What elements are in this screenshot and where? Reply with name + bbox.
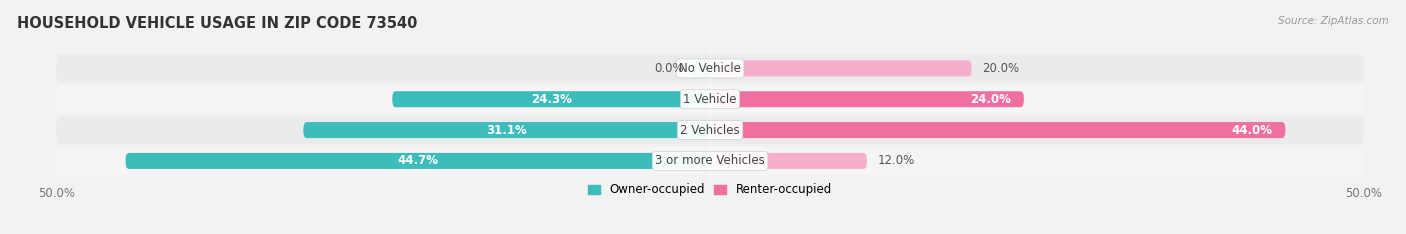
Text: 2 Vehicles: 2 Vehicles — [681, 124, 740, 137]
FancyBboxPatch shape — [56, 147, 1364, 175]
FancyBboxPatch shape — [392, 91, 710, 107]
Text: 1 Vehicle: 1 Vehicle — [683, 93, 737, 106]
FancyBboxPatch shape — [710, 122, 1285, 138]
Text: No Vehicle: No Vehicle — [679, 62, 741, 75]
Text: 31.1%: 31.1% — [486, 124, 527, 137]
FancyBboxPatch shape — [710, 153, 868, 169]
Text: 3 or more Vehicles: 3 or more Vehicles — [655, 154, 765, 168]
FancyBboxPatch shape — [56, 116, 1364, 144]
FancyBboxPatch shape — [56, 54, 1364, 83]
FancyBboxPatch shape — [125, 153, 710, 169]
Text: 44.0%: 44.0% — [1232, 124, 1272, 137]
Text: 44.7%: 44.7% — [398, 154, 439, 168]
FancyBboxPatch shape — [710, 91, 1024, 107]
Text: 24.0%: 24.0% — [970, 93, 1011, 106]
Text: 20.0%: 20.0% — [981, 62, 1019, 75]
Text: HOUSEHOLD VEHICLE USAGE IN ZIP CODE 73540: HOUSEHOLD VEHICLE USAGE IN ZIP CODE 7354… — [17, 16, 418, 31]
FancyBboxPatch shape — [690, 60, 710, 77]
Text: 24.3%: 24.3% — [530, 93, 572, 106]
FancyBboxPatch shape — [710, 60, 972, 77]
FancyBboxPatch shape — [56, 85, 1364, 113]
Text: Source: ZipAtlas.com: Source: ZipAtlas.com — [1278, 16, 1389, 26]
Text: 12.0%: 12.0% — [877, 154, 915, 168]
Text: 0.0%: 0.0% — [654, 62, 683, 75]
Legend: Owner-occupied, Renter-occupied: Owner-occupied, Renter-occupied — [583, 179, 837, 201]
FancyBboxPatch shape — [304, 122, 710, 138]
